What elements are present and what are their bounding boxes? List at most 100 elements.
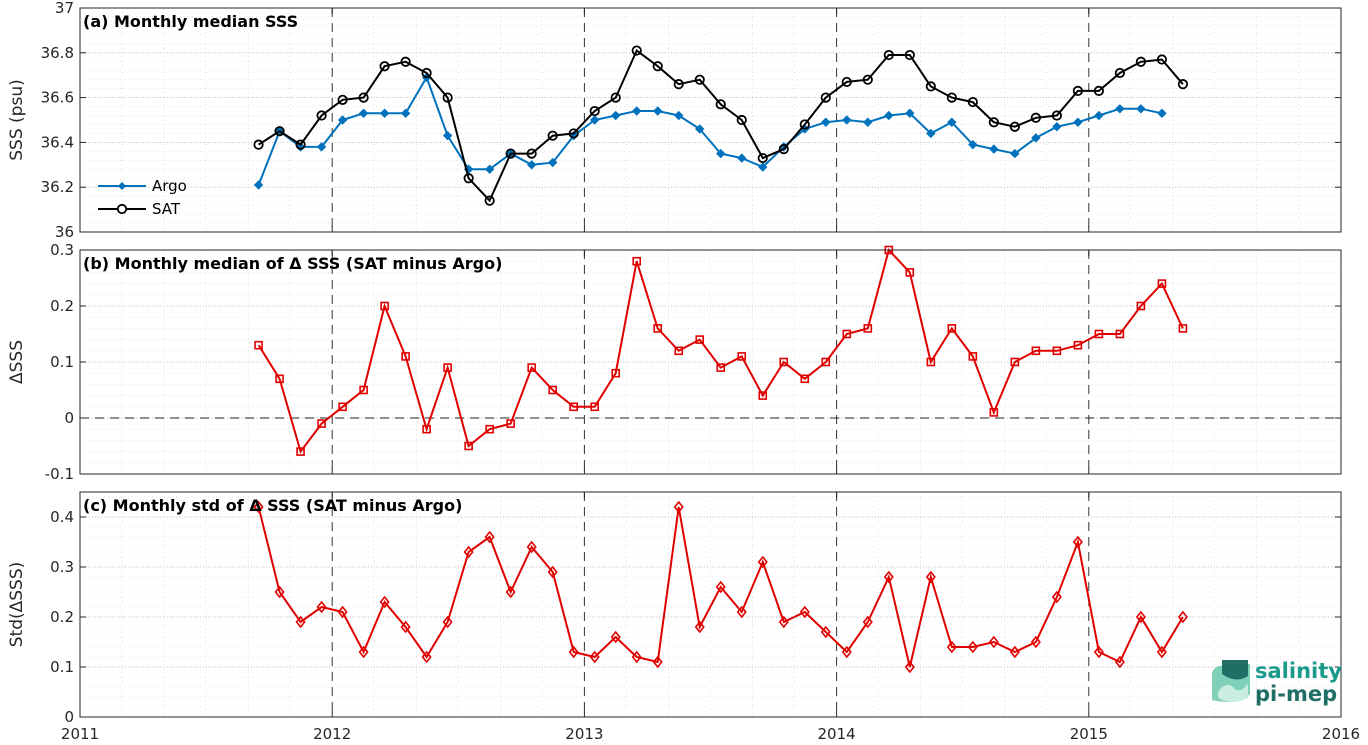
data-point [316,600,327,614]
data-point [631,106,642,116]
data-point [505,585,516,599]
data-point [737,153,747,163]
data-point [694,74,705,85]
x-tick-label: 2012 [313,725,351,743]
data-point [694,620,705,634]
data-point [1115,104,1125,114]
y-tick-label: 36.2 [41,178,74,196]
data-point [821,357,831,367]
data-point [274,585,285,599]
series-line [257,248,1184,454]
data-point [589,105,600,117]
data-point [904,49,915,61]
data-point [947,324,957,333]
data-point [1094,110,1104,121]
data-point [610,630,621,644]
data-point [736,605,747,619]
data-point [1051,110,1062,121]
data-point [715,580,726,594]
y-tick-label: 36.4 [41,133,74,151]
data-point [359,385,368,395]
data-point [253,139,264,150]
data-point [443,363,452,372]
panel-title: (c) Monthly std of Δ SSS (SAT minus Argo… [83,496,462,515]
data-point [652,61,663,72]
data-point [863,117,873,127]
data-point [989,144,999,154]
x-tick-label: 2016 [1322,725,1360,743]
y-tick-label: 36.8 [41,44,74,62]
data-point [820,92,831,103]
data-point [442,130,453,141]
data-point [925,570,936,584]
data-point [568,645,579,659]
data-point [568,128,579,139]
data-point [905,268,915,277]
y-tick-label: 0.4 [50,508,74,526]
data-point [862,74,873,85]
data-point [253,180,264,190]
data-point [253,500,264,514]
legend-label: Argo [152,177,187,195]
data-point [547,130,558,141]
data-point [926,357,936,367]
data-point [1156,54,1168,65]
data-point [883,570,894,584]
data-point [799,605,810,619]
data-point [1177,79,1189,90]
data-point [1136,104,1146,114]
data-point [988,117,999,128]
legend-marker [116,203,128,215]
data-point [1178,324,1188,333]
data-point [716,363,726,372]
series-line [258,49,1184,203]
y-tick-label: 0.2 [50,297,74,315]
data-point [926,128,936,139]
logo-line-1: salinity [1255,659,1342,683]
series-delta [254,245,1188,456]
data-point [653,324,663,333]
data-point [674,346,684,356]
data-point [526,540,537,554]
data-point [401,352,410,361]
data-point [484,195,495,206]
data-point [610,92,621,103]
data-point [274,126,285,137]
data-point [968,139,978,150]
data-point [967,640,978,654]
data-point [841,76,852,88]
axes-frame [79,491,1342,718]
chart-panels: 36 36.2 36.4 36.6 36.8 37 SSS (psu) (a) Monthly… [7,0,1360,743]
data-point [779,357,789,367]
data-point [1094,329,1104,339]
data-point [421,67,432,79]
data-point [967,96,978,108]
data-point [884,110,894,121]
data-point [925,81,936,92]
minor-grid [80,7,1341,233]
data-point [317,419,326,428]
data-point [526,160,537,170]
data-point [1093,85,1104,96]
data-point [589,115,600,125]
data-point [716,148,726,159]
x-tick-label: 2014 [818,725,856,743]
data-point [820,625,831,639]
data-point [610,110,621,121]
data-point [422,424,431,434]
data-point [841,645,852,659]
data-point [1030,635,1041,649]
data-point [778,615,789,629]
data-point [842,115,852,125]
data-point [506,419,515,428]
data-point [316,142,327,152]
data-point [946,92,957,103]
data-point [463,545,474,559]
data-point [358,108,369,118]
data-point [632,256,642,266]
panel-title: (b) Monthly median of Δ SSS (SAT minus A… [83,254,502,273]
data-point [988,635,999,649]
data-point [842,329,852,339]
data-point [821,117,831,127]
